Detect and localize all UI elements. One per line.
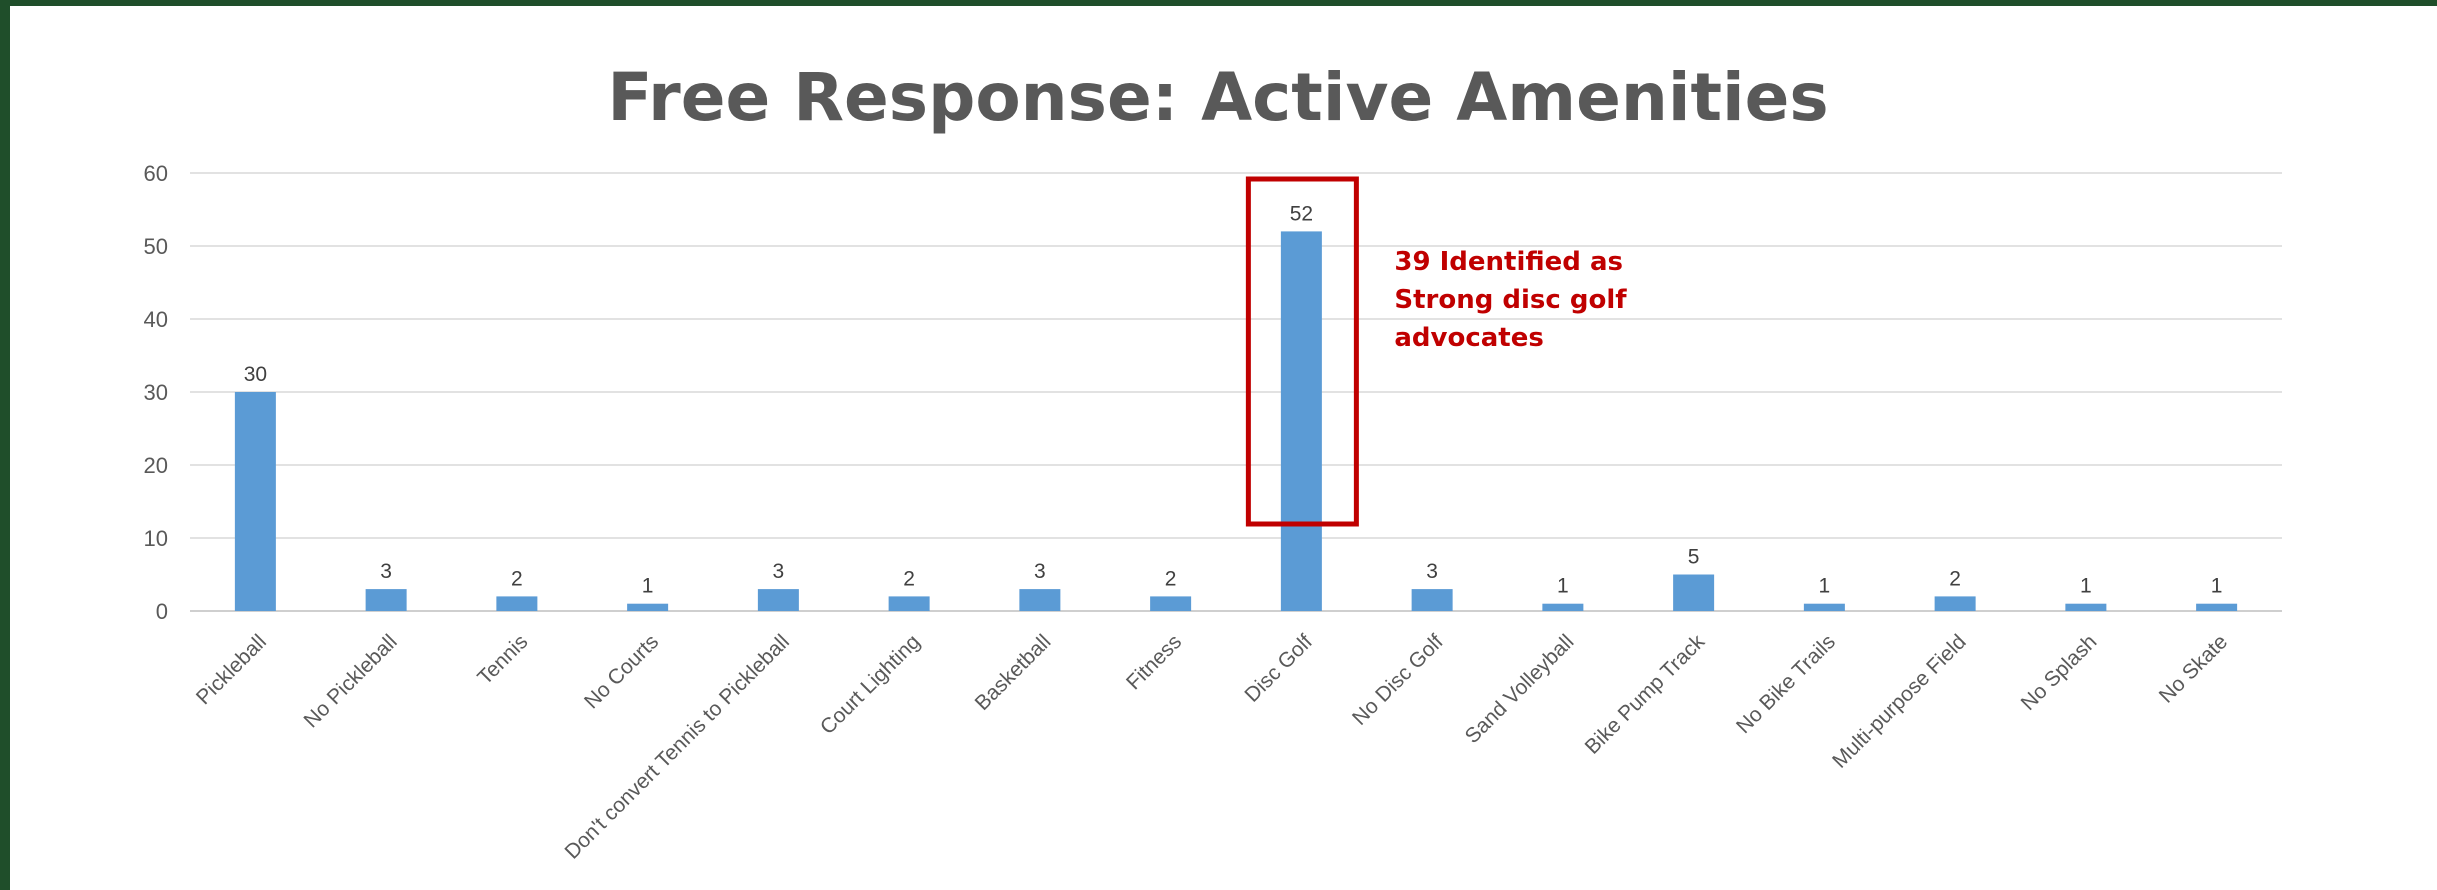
y-tick-label: 50	[144, 234, 168, 259]
data-label: 3	[773, 560, 785, 583]
category-label: No Courts	[580, 630, 663, 713]
bar	[1280, 231, 1322, 611]
category-label: Bike Pump Track	[1581, 630, 1710, 759]
category-label: Disc Golf	[1240, 630, 1317, 707]
bar	[757, 589, 799, 611]
bar	[496, 596, 538, 611]
data-label: 2	[903, 567, 915, 590]
y-tick-label: 60	[144, 161, 168, 186]
bar	[365, 589, 407, 611]
category-label: Court Lighting	[816, 630, 925, 739]
category-label: Pickleball	[192, 630, 271, 709]
category-label: Basketball	[971, 630, 1056, 715]
category-label: Multi-purpose Field	[1828, 630, 1971, 773]
bar	[1673, 574, 1715, 611]
bar	[2196, 603, 2238, 611]
data-label: 3	[1426, 560, 1438, 583]
annotation-line: 39 Identified as	[1394, 247, 1623, 277]
data-label: 1	[642, 575, 654, 598]
y-tick-label: 40	[144, 307, 168, 332]
category-labels: Pickleball No Pickleball Tennis No CourtsDo…	[192, 630, 2232, 864]
data-label: 2	[1949, 567, 1961, 590]
bar	[1803, 603, 1845, 611]
category-label: No Bike Trails	[1732, 630, 1840, 738]
data-labels: 30 3 2 1 3 2 3 2 52 3 1 5 1 2 1 1	[244, 202, 2223, 597]
data-label: 1	[2080, 575, 2092, 598]
category-label: Don't convert Tennis to Pickleball	[560, 630, 793, 863]
category-label: No Skate	[2155, 630, 2232, 707]
category-label: No Pickleball	[300, 630, 402, 732]
slide-panel	[10, 6, 2437, 890]
y-tick-label: 30	[144, 380, 168, 405]
data-label: 30	[244, 363, 267, 386]
highlight-box	[1245, 176, 1359, 527]
bars	[234, 231, 2238, 611]
data-label: 1	[2211, 575, 2223, 598]
data-label: 1	[1557, 575, 1569, 598]
category-label: No Splash	[2017, 630, 2102, 715]
bar	[234, 392, 276, 611]
data-label: 2	[1165, 567, 1177, 590]
bar	[2065, 603, 2107, 611]
y-tick-label: 0	[156, 599, 168, 624]
bar	[1150, 596, 1192, 611]
y-tick-label: 10	[144, 526, 168, 551]
bar	[627, 603, 669, 611]
bar	[1019, 589, 1061, 611]
bar	[1411, 589, 1453, 611]
highlight-annotation: 39 Identified as Strong disc golf advocate…	[1394, 247, 1627, 353]
data-label: 5	[1688, 546, 1700, 569]
data-label: 2	[511, 567, 523, 590]
y-tick-label: 20	[144, 453, 168, 478]
data-label: 3	[380, 560, 392, 583]
chart-title: Free Response: Active Amenities	[607, 59, 1828, 136]
data-label: 1	[1819, 575, 1831, 598]
annotation-line: Strong disc golf	[1394, 285, 1627, 315]
highlight-group: 39 Identified as Strong disc golf advocate…	[1245, 176, 1627, 527]
category-label: Fitness	[1122, 630, 1186, 694]
data-label: 52	[1290, 202, 1313, 225]
data-label: 3	[1034, 560, 1046, 583]
annotation-line: advocates	[1394, 323, 1543, 353]
bar	[1542, 603, 1584, 611]
gridlines	[190, 172, 2282, 612]
category-label: No Disc Golf	[1348, 630, 1448, 730]
category-label: Sand Volleyball	[1461, 630, 1579, 748]
bar	[1934, 596, 1976, 611]
bar	[888, 596, 930, 611]
y-axis-ticks: 0 10 20 30 40 50 60	[144, 161, 168, 624]
category-label: Tennis	[473, 630, 532, 689]
